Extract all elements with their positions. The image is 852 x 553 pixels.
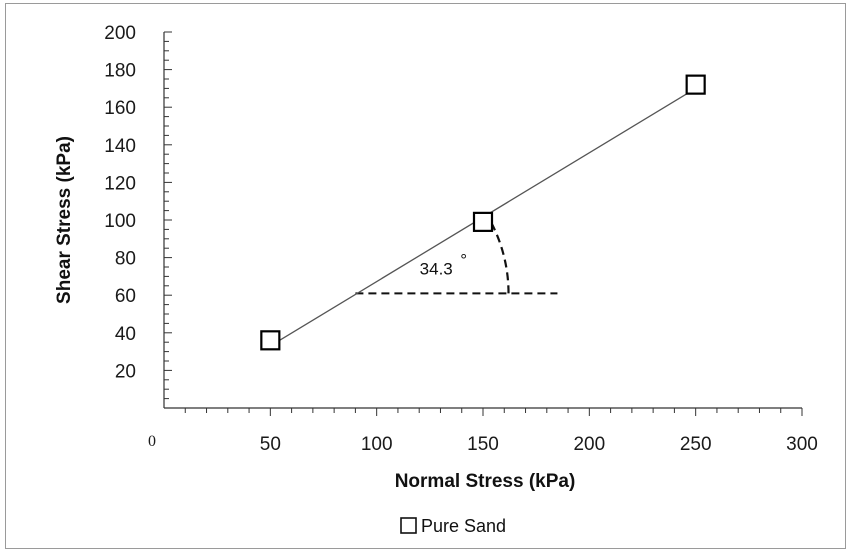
y-tick-label: 160: [104, 98, 136, 119]
y-tick-label: 80: [115, 249, 136, 270]
legend-marker-square: [400, 517, 417, 534]
legend-label: Pure Sand: [421, 516, 506, 536]
x-tick-label: 250: [680, 434, 712, 455]
tick-labels: 0 50 100 150 200 250 300 20 40 60 80 100 120 140 160 18…: [104, 23, 818, 455]
y-tick-label: 100: [104, 211, 136, 232]
y-tick-label: 20: [115, 361, 136, 382]
legend: Pure Sand: [400, 516, 506, 536]
angle-annotation: 34.3 °: [355, 213, 558, 295]
data-point-square: [472, 211, 494, 232]
angle-arc: [485, 213, 510, 294]
y-tick-label: 200: [104, 23, 136, 44]
y-tick-label: 180: [104, 61, 136, 82]
x-axis-title: Normal Stress (kPa): [395, 471, 576, 492]
y-tick-label: 140: [104, 136, 136, 157]
y-tick-label: 120: [104, 173, 136, 194]
angle-label: 34.3: [420, 260, 453, 279]
y-tick-label: 60: [115, 286, 136, 307]
axis-ticks: [164, 31, 803, 416]
x-tick-label: 50: [260, 434, 281, 455]
y-axis-title: Shear Stress (kPa): [54, 136, 75, 304]
y-tick-label: 40: [115, 324, 136, 345]
data-point-square: [685, 74, 706, 95]
x-tick-label: 200: [573, 434, 605, 455]
angle-degree-symbol: °: [460, 251, 467, 270]
x-tick-label: 300: [786, 434, 818, 455]
data-point-square: [260, 330, 281, 351]
chart-frame: [5, 3, 846, 549]
data-points: [260, 74, 706, 351]
x-tick-label: 150: [467, 434, 499, 455]
x-tick-label: 100: [361, 434, 393, 455]
x-tick-label: 0: [148, 433, 156, 450]
